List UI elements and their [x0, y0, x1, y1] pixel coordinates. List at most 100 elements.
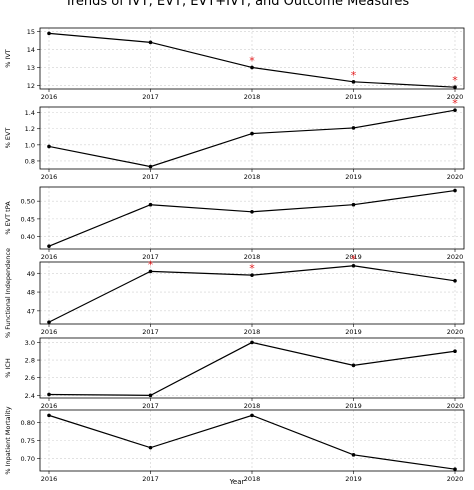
x-tick-label: 2020 — [447, 475, 464, 483]
x-tick-label: 2017 — [142, 253, 159, 261]
series-line — [48, 109, 456, 168]
x-tick-label: 2018 — [244, 173, 261, 181]
data-point — [47, 320, 51, 324]
y-tick-label: 2.8 — [25, 357, 35, 365]
data-point — [250, 65, 254, 70]
data-point — [351, 126, 356, 130]
y-axis-label: % ICH — [4, 358, 12, 378]
data-point — [250, 273, 254, 277]
y-tick-label: 49 — [27, 270, 35, 278]
x-tick-label: 2019 — [345, 173, 362, 181]
y-axis-label: % EVT — [4, 128, 12, 149]
series-line — [48, 189, 456, 247]
significance-marker: * — [452, 97, 458, 110]
data-point — [351, 80, 356, 84]
x-tick-label: 2017 — [142, 402, 159, 410]
data-point — [453, 85, 457, 90]
x-tick-label: 2017 — [142, 475, 159, 483]
data-point — [148, 164, 153, 169]
data-point — [453, 108, 457, 113]
x-tick-label: 2017 — [142, 173, 159, 181]
data-point — [148, 202, 153, 207]
x-tick-label: 2016 — [41, 328, 58, 336]
data-point — [351, 202, 356, 207]
data-point — [250, 413, 254, 418]
x-tick-label: 2018 — [244, 253, 261, 261]
y-tick-label: 13 — [27, 64, 35, 72]
panel-4: 47 48 49 2016 2017 2018 2019 2020 % Functional I… — [4, 248, 465, 338]
x-axis-label: Year — [229, 478, 245, 486]
y-tick-label: 14 — [27, 46, 35, 54]
significance-marker: * — [249, 262, 255, 275]
y-tick-label: 15 — [27, 28, 35, 36]
chart-title: Trends of IVT, EVT, EVT+IVT, and Outcome… — [64, 0, 410, 9]
x-tick-label: 2016 — [41, 93, 58, 101]
y-tick-label: 0.70 — [21, 455, 35, 463]
data-point — [47, 413, 51, 418]
y-tick-label: 0.8 — [25, 157, 35, 165]
y-tick-label: 1.0 — [25, 141, 35, 149]
data-point — [453, 278, 457, 283]
significance-marker: * — [148, 258, 154, 271]
y-tick-label: 0.45 — [21, 215, 35, 223]
x-tick-label: 2020 — [447, 328, 464, 336]
y-tick-label: 1.4 — [25, 109, 35, 117]
data-point — [453, 188, 457, 193]
data-point — [250, 340, 254, 345]
x-tick-label: 2018 — [244, 328, 261, 336]
panel-1: 12 13 14 15 2016 2017 2018 2019 2020 % IVT * * * — [4, 27, 465, 101]
data-point — [47, 144, 51, 149]
x-tick-label: 2018 — [244, 475, 261, 483]
x-tick-label: 2020 — [447, 93, 464, 101]
data-point — [351, 363, 356, 368]
x-tick-label: 2018 — [244, 93, 261, 101]
data-point — [148, 269, 153, 274]
x-tick-label: 2019 — [345, 475, 362, 483]
data-point — [250, 131, 254, 136]
data-point — [47, 31, 51, 36]
y-tick-label: 48 — [27, 289, 35, 297]
data-point — [148, 445, 153, 450]
x-tick-label: 2019 — [345, 93, 362, 101]
x-tick-label: 2019 — [345, 402, 362, 410]
data-point — [351, 263, 356, 268]
data-point — [148, 393, 153, 398]
data-point — [453, 467, 457, 472]
y-tick-label: 0.50 — [21, 198, 35, 206]
x-tick-label: 2017 — [142, 328, 159, 336]
data-point — [47, 392, 51, 397]
y-tick-label: 3.0 — [25, 339, 35, 347]
significance-marker: * — [249, 54, 255, 67]
y-tick-label: 12 — [27, 82, 35, 90]
y-tick-label: 0.80 — [21, 419, 35, 427]
data-point — [47, 244, 51, 248]
x-tick-label: 2016 — [41, 253, 58, 261]
data-point — [250, 210, 254, 214]
x-tick-label: 2019 — [345, 253, 362, 261]
x-tick-label: 2020 — [447, 402, 464, 410]
x-tick-label: 2020 — [447, 253, 464, 261]
y-tick-label: 0.40 — [21, 233, 35, 241]
y-axis-label: % EVT tPA — [4, 201, 12, 235]
y-tick-label: 0.75 — [21, 437, 35, 445]
y-axis-label: % Functional Independence — [4, 248, 12, 338]
y-tick-label: 1.2 — [25, 125, 35, 133]
y-tick-label: 2.6 — [25, 374, 35, 382]
panel-6: 0.70 0.75 0.80 2016 2017 2018 2019 2020 % Inpati… — [4, 406, 465, 483]
significance-marker: * — [452, 74, 458, 87]
y-axis-label: % IVT — [4, 49, 12, 68]
y-axis-label: % Inpatient Mortality — [4, 406, 12, 474]
x-tick-label: 2017 — [142, 93, 159, 101]
x-tick-label: 2016 — [41, 475, 58, 483]
significance-marker: * — [351, 253, 357, 266]
y-tick-label: 47 — [27, 307, 35, 315]
data-point — [453, 349, 457, 354]
panel-3: 0.40 0.45 0.50 2016 2017 2018 2019 2020 % EVT tP… — [4, 186, 465, 261]
x-tick-label: 2016 — [41, 173, 58, 181]
panel-2: 0.8 1.0 1.2 1.4 2016 2017 2018 2019 2020 % EVT * — [4, 97, 465, 181]
panel-5: 2.4 2.6 2.8 3.0 2016 2017 2018 2019 2020 % ICH — [4, 337, 465, 410]
x-tick-label: 2016 — [41, 402, 58, 410]
data-point — [148, 40, 153, 45]
significance-marker: * — [351, 69, 357, 82]
